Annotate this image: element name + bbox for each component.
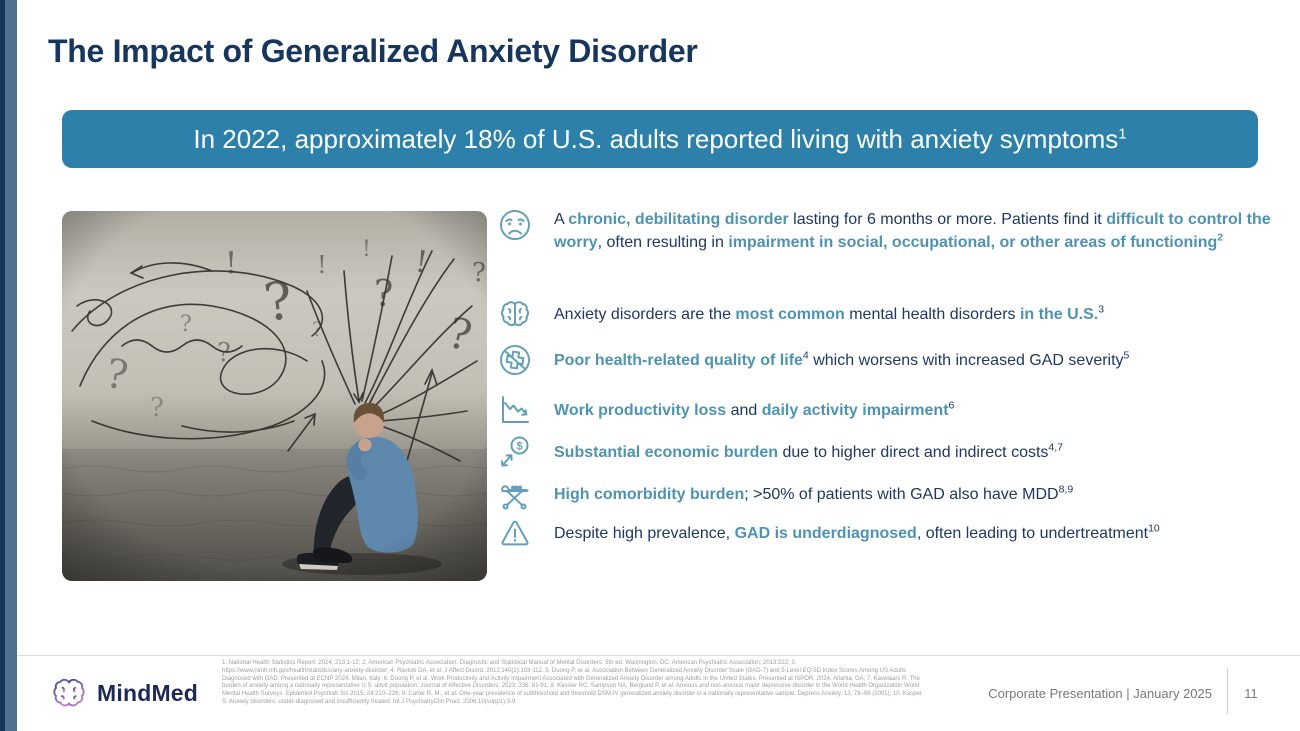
reference-line: 1. National Health Statistics Report. 20…	[222, 660, 797, 666]
references-block: 1. National Health Statistics Report. 20…	[222, 660, 930, 707]
reference-line: https://www.nimh.nih.gov/health/statisti…	[222, 667, 907, 674]
mindmed-brain-icon	[53, 678, 85, 707]
photo-illustration: ? ? ? ? ? ? ? ? ? ! ! ! !	[62, 211, 487, 581]
headline-banner: In 2022, approximately 18% of U.S. adult…	[62, 110, 1258, 168]
bullet-comorbidity: High comorbidity burden; >50% of patient…	[498, 477, 1288, 511]
presentation-label: Corporate Presentation | January 2025	[988, 686, 1212, 701]
mindmed-logo-text: MindMed	[97, 679, 199, 706]
declining-chart-icon	[498, 393, 532, 427]
economic-burden-icon: $	[498, 435, 532, 469]
brain-icon	[498, 297, 532, 331]
bullet-underdiagnosed: Despite high prevalence, GAD is underdia…	[498, 516, 1288, 550]
stretcher-icon	[498, 477, 532, 511]
bullet-most-common: Anxiety disorders are the most common me…	[498, 297, 1288, 331]
bullet-text: Despite high prevalence, GAD is underdia…	[554, 522, 1160, 542]
reference-line: Diagnosed with GAD. Presented at ECNP 20…	[222, 675, 920, 682]
left-accent-bar-slate	[5, 0, 17, 731]
bullet-text: High comorbidity burden; >50% of patient…	[554, 483, 1074, 503]
dollar-glyph: $	[516, 441, 522, 453]
poor-health-icon	[498, 343, 532, 377]
headline-banner-text: In 2022, approximately 18% of U.S. adult…	[193, 123, 1127, 154]
bullet-economic-burden: $ Substantial economic burden due to hig…	[498, 435, 1288, 469]
page-number: 11	[1244, 686, 1258, 701]
worried-face-icon	[498, 208, 532, 242]
bullet-text: Anxiety disorders are the most common me…	[554, 303, 1105, 323]
bullet-text: Substantial economic burden due to highe…	[554, 441, 1064, 461]
reference-line: burden of anxiety among a nationally rep…	[222, 683, 920, 690]
left-accent-bar-dark	[0, 0, 5, 731]
bullet-productivity: Work productivity loss and daily activit…	[498, 393, 1288, 427]
footer-divider	[17, 655, 1300, 656]
page-number-divider	[1227, 668, 1228, 714]
bullet-chronic-disorder: A chronic, debilitating disorder lasting…	[498, 208, 1288, 254]
bullet-text: A chronic, debilitating disorder lasting…	[554, 211, 1271, 251]
reference-line: S. Anxiety disorders: under-diagnosed an…	[222, 698, 516, 705]
warning-triangle-icon	[498, 516, 532, 550]
bullet-text: Work productivity loss and daily activit…	[554, 399, 955, 419]
bullet-quality-of-life: Poor health-related quality of life4 whi…	[498, 343, 1288, 377]
reference-line: Mental Health Surveys. Epidemiol Psychia…	[222, 691, 922, 698]
mindmed-logo: MindMed	[50, 674, 198, 712]
bullet-text: Poor health-related quality of life4 whi…	[554, 349, 1130, 369]
page-title: The Impact of Generalized Anxiety Disord…	[48, 33, 698, 69]
anxious-thoughts-photo: ? ? ? ? ? ? ? ? ? ! ! ! !	[62, 211, 487, 581]
banner-reference-sup: 1	[1118, 124, 1127, 142]
